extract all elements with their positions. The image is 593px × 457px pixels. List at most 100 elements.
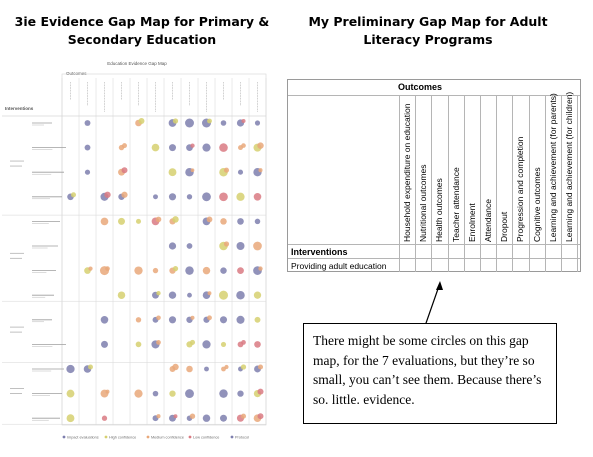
- evidence-gap-map: Education Evidence Gap Map Outcomes Inte…: [2, 60, 272, 445]
- evidence-bubble: [66, 414, 75, 423]
- evidence-bubble: [186, 194, 193, 200]
- evidence-bubble: [206, 216, 213, 223]
- evidence-bubble: [152, 390, 159, 397]
- evidence-bubble: [168, 168, 177, 177]
- evidence-bubble: [254, 341, 261, 348]
- evidence-bubble: [202, 414, 211, 422]
- evidence-bubble: [168, 316, 177, 324]
- evidence-bubble: [220, 267, 227, 274]
- outcome-column-label: Household expenditure on education: [402, 103, 412, 242]
- evidence-bubble: [253, 241, 262, 251]
- evidence-bubble: [156, 414, 161, 419]
- table-column-divider: [399, 95, 400, 272]
- evidence-map-outcomes-label: Outcomes: [66, 71, 87, 76]
- evidence-bubble: [134, 266, 143, 275]
- evidence-bubble: [168, 291, 177, 299]
- legend-swatch: [104, 435, 108, 439]
- evidence-bubble: [101, 340, 108, 348]
- evidence-bubble: [105, 389, 110, 394]
- evidence-bubble: [168, 242, 177, 250]
- legend-swatch: [146, 435, 150, 439]
- evidence-map-grid: [2, 73, 267, 426]
- evidence-bubble: [169, 144, 176, 152]
- legend-swatch: [230, 435, 234, 439]
- evidence-bubble: [185, 118, 194, 128]
- evidence-bubble: [104, 191, 111, 198]
- evidence-bubble: [186, 243, 193, 249]
- evidence-bubble: [237, 390, 244, 397]
- evidence-bubble: [237, 169, 244, 175]
- evidence-bubble: [101, 415, 108, 421]
- evidence-bubble: [105, 266, 110, 271]
- table-column-divider: [528, 95, 530, 272]
- evidence-bubble: [241, 118, 246, 124]
- evidence-map-interventions-label: Interventions: [5, 106, 34, 111]
- evidence-bubble: [254, 218, 261, 225]
- table-column-divider: [447, 95, 449, 272]
- evidence-bubble: [202, 143, 211, 152]
- evidence-bubble: [207, 315, 212, 321]
- evidence-bubble: [189, 339, 196, 345]
- evidence-bubble: [220, 218, 227, 225]
- table-column-divider: [544, 95, 546, 272]
- evidence-bubble: [151, 143, 160, 152]
- evidence-bubble: [236, 192, 245, 201]
- evidence-bubble: [84, 120, 91, 126]
- evidence-bubble: [236, 290, 245, 300]
- evidence-bubble: [204, 366, 209, 372]
- table-column-divider: [577, 95, 579, 272]
- pointer-arrow: [424, 281, 443, 327]
- evidence-bubble: [190, 143, 195, 148]
- evidence-bubble: [172, 265, 179, 272]
- evidence-bubble: [202, 340, 211, 349]
- evidence-bubble: [237, 267, 244, 274]
- outcome-column-label: Learning and achievement (for children): [564, 91, 574, 242]
- evidence-bubble: [220, 120, 227, 126]
- interventions-header: Interventions: [291, 247, 348, 257]
- evidence-map-legend: Impact evaluations High confidence Medium …: [62, 435, 249, 440]
- legend-entry: Low confidence: [193, 436, 219, 440]
- evidence-bubble: [153, 194, 158, 200]
- evidence-bubble: [202, 192, 211, 202]
- table-column-divider: [512, 95, 514, 272]
- evidence-bubble: [257, 142, 264, 149]
- table-column-divider: [480, 95, 481, 272]
- table-divider: [288, 95, 580, 96]
- evidence-bubble: [66, 389, 75, 398]
- left-title: 3ie Evidence Gap Map for Primary & Secon…: [14, 14, 270, 47]
- evidence-bubble: [253, 291, 262, 299]
- evidence-bubble: [236, 241, 245, 251]
- evidence-bubble: [70, 192, 77, 198]
- table-column-divider: [415, 95, 417, 272]
- outcome-column-label: Cognitive outcomes: [531, 167, 542, 242]
- evidence-bubble: [257, 413, 264, 420]
- evidence-bubble: [237, 218, 244, 225]
- evidence-bubble: [219, 414, 228, 422]
- evidence-bubble: [189, 413, 196, 419]
- evidence-map-caption: Education Evidence Gap Map: [107, 61, 167, 66]
- evidence-bubble: [122, 143, 127, 149]
- evidence-bubble: [117, 217, 126, 225]
- evidence-bubble: [168, 193, 177, 201]
- evidence-bubble: [121, 191, 128, 198]
- evidence-bubble: [138, 118, 145, 124]
- outcome-column-label: Dropout: [499, 211, 510, 242]
- intervention-row-label: Providing adult education: [291, 261, 387, 271]
- outcome-column-label: Nutritional outcomes: [418, 164, 429, 242]
- evidence-bubble: [84, 144, 91, 151]
- legend-swatch: [62, 435, 66, 439]
- evidence-map-bubbles: [66, 118, 264, 423]
- evidence-bubble: [100, 316, 109, 324]
- evidence-bubble: [219, 192, 228, 202]
- evidence-bubble: [219, 316, 228, 324]
- evidence-bubble: [223, 167, 230, 173]
- outcome-column-label: Teacher attendance: [450, 167, 461, 242]
- evidence-bubble: [172, 363, 179, 371]
- evidence-bubble: [185, 389, 194, 399]
- evidence-bubble: [173, 414, 178, 419]
- evidence-bubble: [219, 389, 228, 398]
- evidence-bubble: [134, 389, 143, 398]
- evidence-bubble: [185, 266, 194, 275]
- evidence-bubble: [257, 388, 264, 395]
- legend-entry: High confidence: [109, 436, 136, 440]
